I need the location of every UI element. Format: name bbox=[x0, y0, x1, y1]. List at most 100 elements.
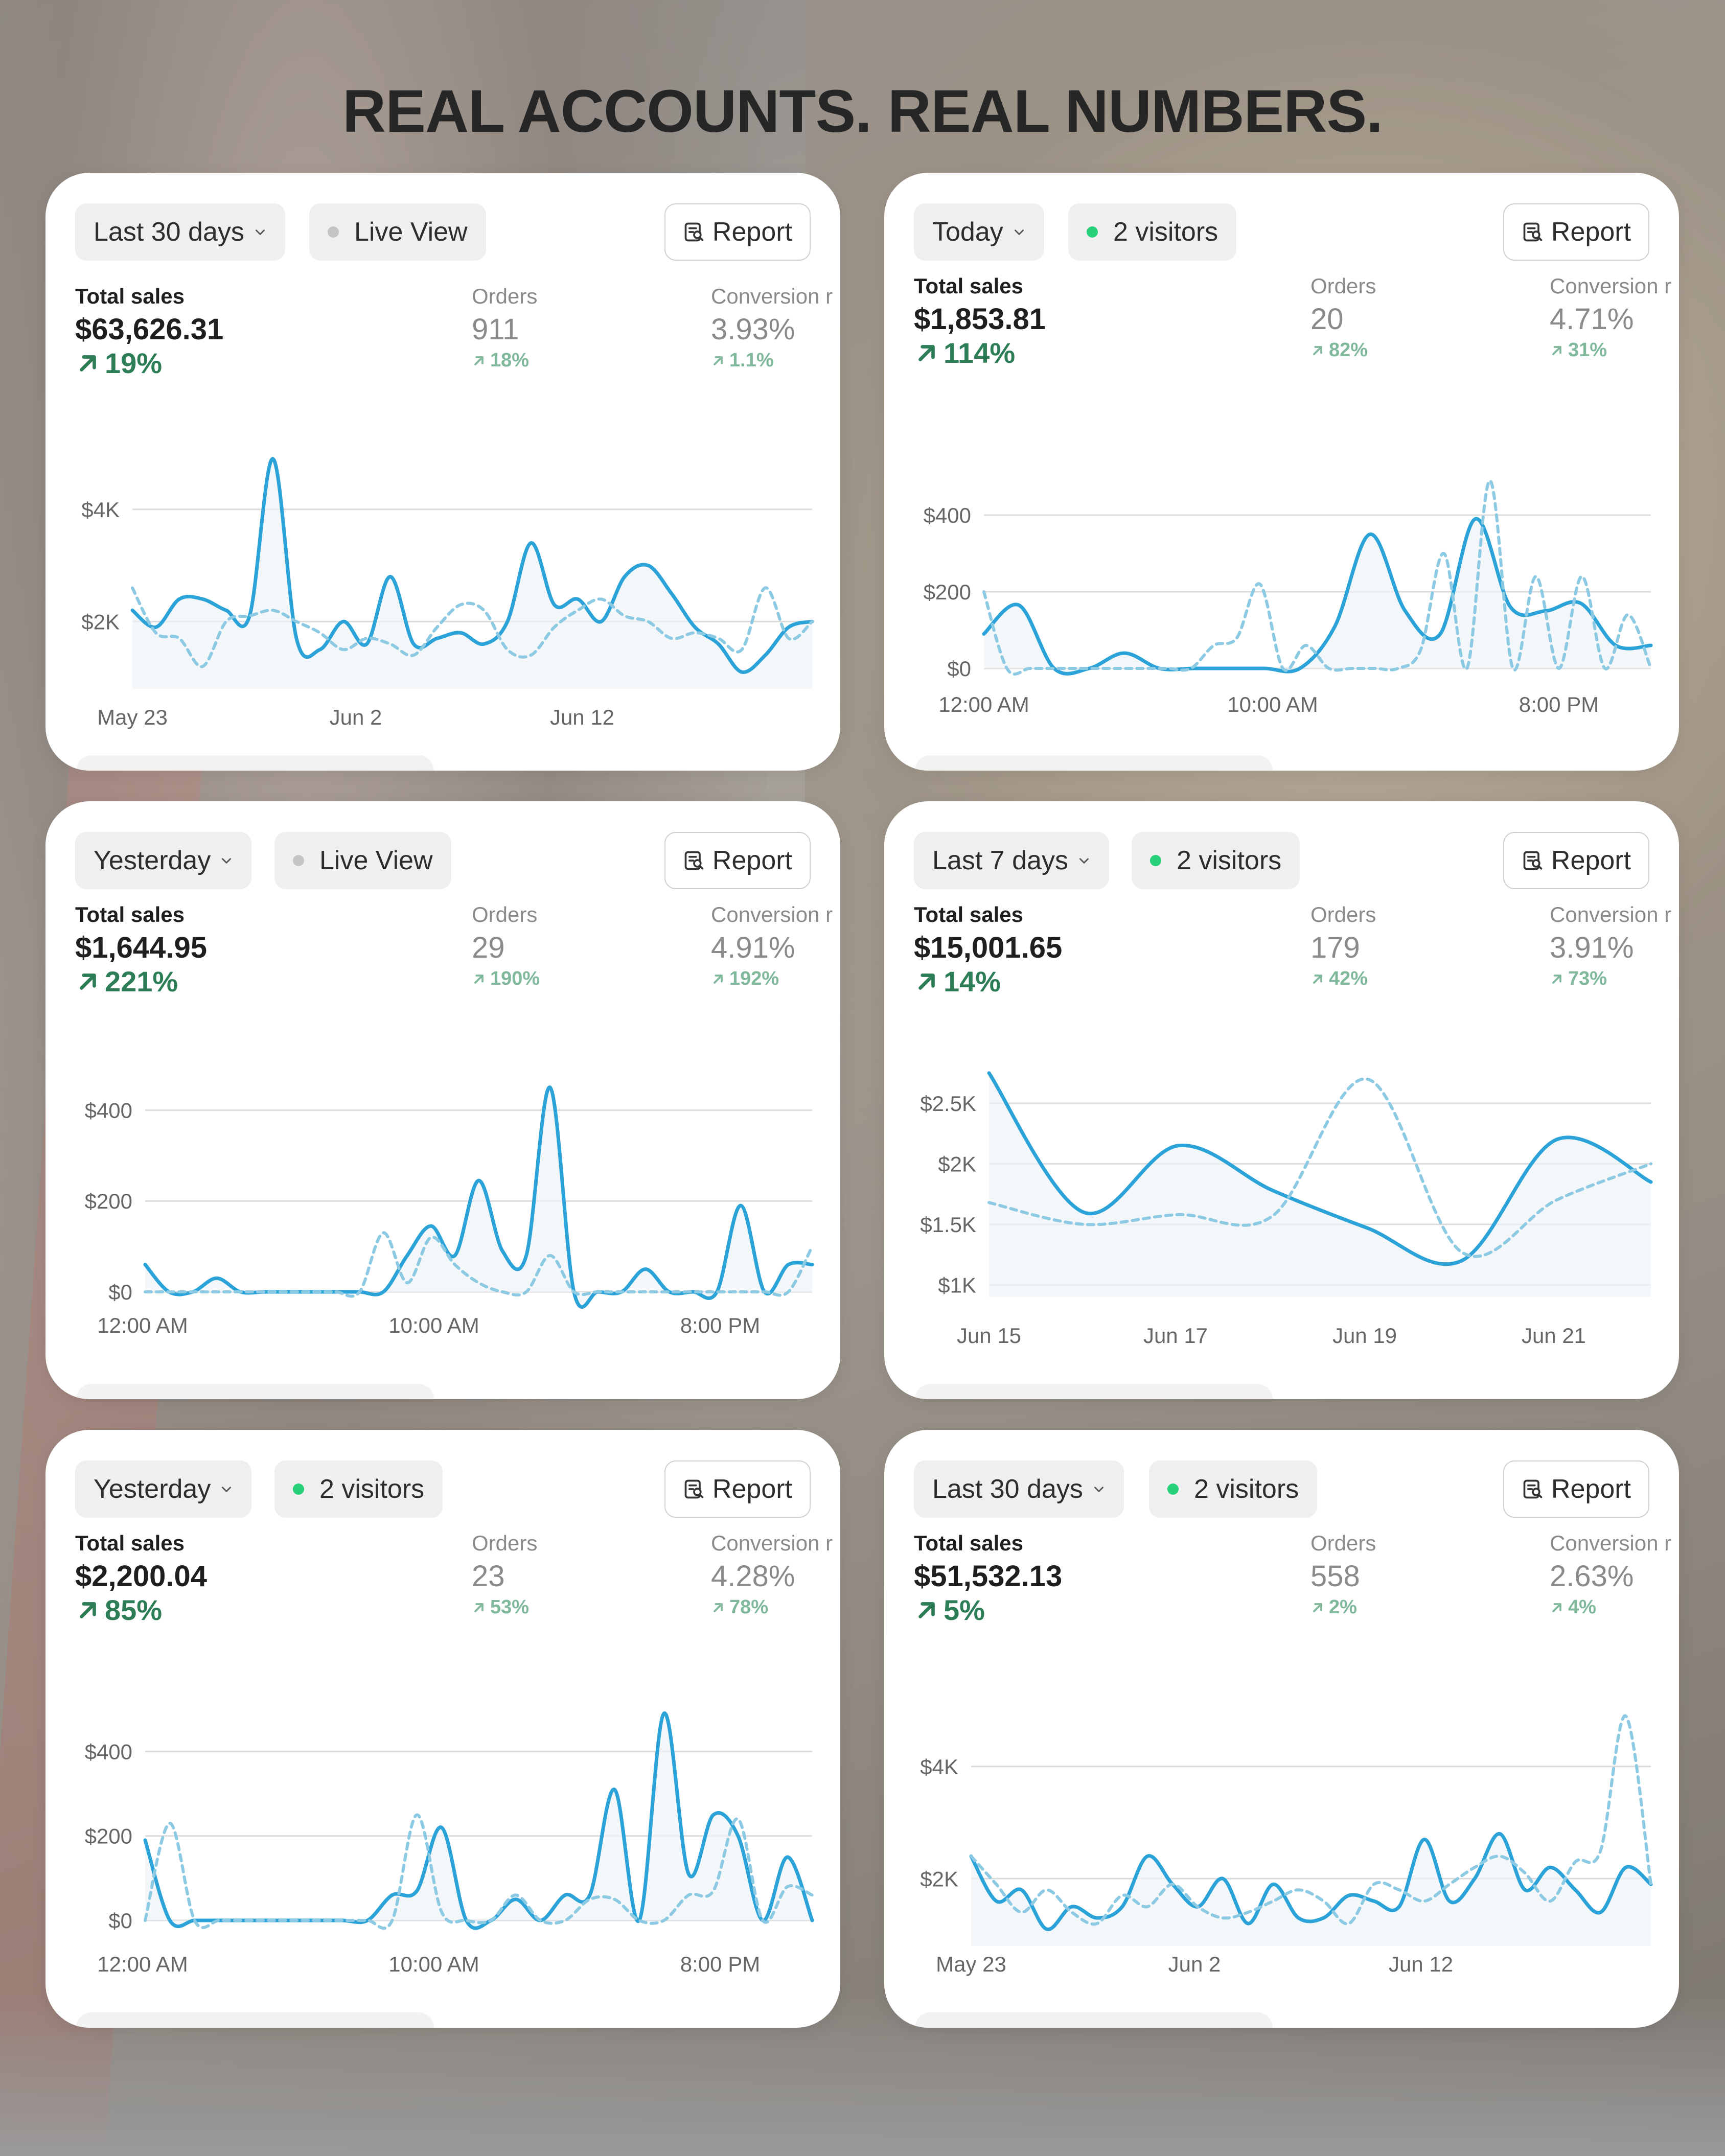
date-range-select[interactable]: Yesterday bbox=[75, 1460, 252, 1518]
series-line-comparison bbox=[144, 1813, 814, 1930]
arrow-up-right-icon bbox=[918, 1602, 935, 1618]
total-sales-delta: 114% bbox=[914, 336, 1015, 369]
y-tick-label: $400 bbox=[85, 1098, 132, 1122]
x-tick-label: 12:00 AM bbox=[938, 692, 1029, 716]
conversion-value: 3.91% bbox=[1550, 931, 1634, 964]
total-sales-value: $1,644.95 bbox=[75, 931, 208, 964]
y-tick-label: $0 bbox=[947, 657, 971, 681]
x-tick-label: May 23 bbox=[97, 705, 168, 729]
arrow-up-right-icon bbox=[474, 1603, 484, 1612]
live-view-button[interactable]: 2 visitors bbox=[1068, 203, 1237, 261]
report-icon bbox=[684, 851, 704, 870]
report-button[interactable]: Report bbox=[1503, 832, 1649, 889]
report-button[interactable]: Report bbox=[664, 203, 811, 261]
sales-line-chart: $2K $4K May 23 Jun 2 Jun 12 bbox=[920, 1714, 1653, 1976]
date-range-select[interactable]: Last 7 days bbox=[914, 832, 1109, 889]
report-button[interactable]: Report bbox=[1503, 1460, 1649, 1518]
arrow-up-right-icon bbox=[80, 1602, 96, 1618]
total-sales-value: $63,626.31 bbox=[75, 313, 224, 346]
orders-delta: 82% bbox=[1310, 339, 1368, 361]
report-icon bbox=[1523, 1479, 1543, 1499]
chevron-down-icon bbox=[1079, 858, 1089, 864]
arrow-up-right-icon bbox=[1552, 345, 1561, 355]
report-label: Report bbox=[1551, 217, 1631, 247]
orders-label: Orders bbox=[472, 1531, 538, 1555]
series-area bbox=[145, 1713, 812, 1929]
y-tick-label: $400 bbox=[924, 503, 971, 527]
x-tick-label: 8:00 PM bbox=[680, 1952, 760, 1976]
x-tick-label: Jun 12 bbox=[1389, 1952, 1453, 1976]
live-view-button[interactable]: Live View bbox=[274, 832, 451, 889]
total-sales-delta-value: 14% bbox=[944, 965, 1001, 998]
y-tick-label: $200 bbox=[85, 1824, 132, 1848]
report-button[interactable]: Report bbox=[664, 832, 811, 889]
date-range-select[interactable]: Yesterday bbox=[75, 832, 252, 889]
chevron-down-icon bbox=[1014, 229, 1024, 235]
status-dot bbox=[293, 855, 304, 866]
y-tick-label: $4K bbox=[81, 498, 120, 522]
live-view-label: Live View bbox=[354, 217, 468, 247]
total-sales-delta-value: 221% bbox=[105, 965, 178, 998]
date-range-label: Last 30 days bbox=[932, 1474, 1083, 1504]
report-button[interactable]: Report bbox=[1503, 203, 1649, 261]
series-area bbox=[984, 519, 1651, 674]
orders-value: 558 bbox=[1310, 1560, 1360, 1593]
conversion-value: 4.91% bbox=[711, 931, 795, 964]
status-dot bbox=[1150, 855, 1161, 866]
x-tick-label: Jun 2 bbox=[330, 705, 382, 729]
conversion-label: Conversion r bbox=[1550, 902, 1672, 926]
total-sales-delta: 221% bbox=[75, 965, 178, 998]
total-sales-delta: 19% bbox=[75, 346, 162, 380]
date-range-select[interactable]: Last 30 days bbox=[914, 1460, 1124, 1518]
date-range-select[interactable]: Today bbox=[914, 203, 1044, 261]
date-range-label: Last 30 days bbox=[94, 217, 244, 247]
x-tick-label: Jun 12 bbox=[550, 705, 614, 729]
live-view-label: 2 visitors bbox=[319, 1474, 425, 1504]
conversion-delta-value: 1.1% bbox=[729, 350, 774, 371]
arrow-up-right-icon bbox=[1552, 974, 1561, 984]
date-range-label: Last 7 days bbox=[932, 846, 1068, 875]
total-sales-label: Total sales bbox=[75, 284, 185, 308]
chevron-down-icon bbox=[222, 858, 232, 864]
conversion-delta-value: 4% bbox=[1568, 1596, 1596, 1618]
y-tick-label: $2K bbox=[920, 1867, 958, 1891]
live-view-button[interactable]: Live View bbox=[309, 203, 486, 261]
ghost-tab bbox=[915, 1384, 1273, 1399]
live-view-button[interactable]: 2 visitors bbox=[1132, 832, 1300, 889]
orders-delta: 18% bbox=[472, 350, 529, 372]
total-sales-value: $1,853.81 bbox=[914, 303, 1046, 336]
arrow-up-right-icon bbox=[80, 355, 96, 372]
conversion-delta-value: 78% bbox=[729, 1596, 769, 1618]
x-tick-label: Jun 15 bbox=[957, 1324, 1021, 1348]
orders-delta: 42% bbox=[1310, 968, 1368, 990]
arrow-up-right-icon bbox=[918, 973, 935, 990]
live-view-button[interactable]: 2 visitors bbox=[274, 1460, 443, 1518]
orders-label: Orders bbox=[472, 902, 538, 926]
series-line-comparison bbox=[131, 586, 814, 668]
series-line-comparison bbox=[144, 1231, 814, 1298]
total-sales-label: Total sales bbox=[914, 902, 1023, 926]
report-label: Report bbox=[712, 846, 792, 875]
conversion-value: 3.93% bbox=[711, 313, 795, 346]
orders-delta: 190% bbox=[472, 968, 540, 990]
live-view-label: Live View bbox=[319, 846, 433, 875]
ghost-tab bbox=[76, 2012, 434, 2028]
x-tick-label: May 23 bbox=[936, 1952, 1006, 1976]
orders-label: Orders bbox=[472, 284, 538, 308]
orders-delta-value: 53% bbox=[490, 1596, 530, 1618]
x-tick-label: 8:00 PM bbox=[1519, 692, 1599, 716]
total-sales-delta-value: 114% bbox=[944, 337, 1016, 369]
status-dot bbox=[328, 226, 339, 238]
total-sales-value: $15,001.65 bbox=[914, 931, 1063, 964]
report-button[interactable]: Report bbox=[664, 1460, 811, 1518]
arrow-up-right-icon bbox=[714, 1603, 723, 1612]
conversion-delta: 31% bbox=[1550, 339, 1607, 361]
orders-delta-value: 2% bbox=[1329, 1596, 1357, 1618]
arrow-up-right-icon bbox=[474, 974, 484, 984]
live-view-button[interactable]: 2 visitors bbox=[1149, 1460, 1318, 1518]
series-area bbox=[132, 458, 812, 689]
date-range-select[interactable]: Last 30 days bbox=[75, 203, 285, 261]
arrow-up-right-icon bbox=[714, 974, 723, 984]
x-tick-label: 10:00 AM bbox=[388, 1313, 479, 1337]
orders-delta-value: 82% bbox=[1329, 339, 1368, 361]
